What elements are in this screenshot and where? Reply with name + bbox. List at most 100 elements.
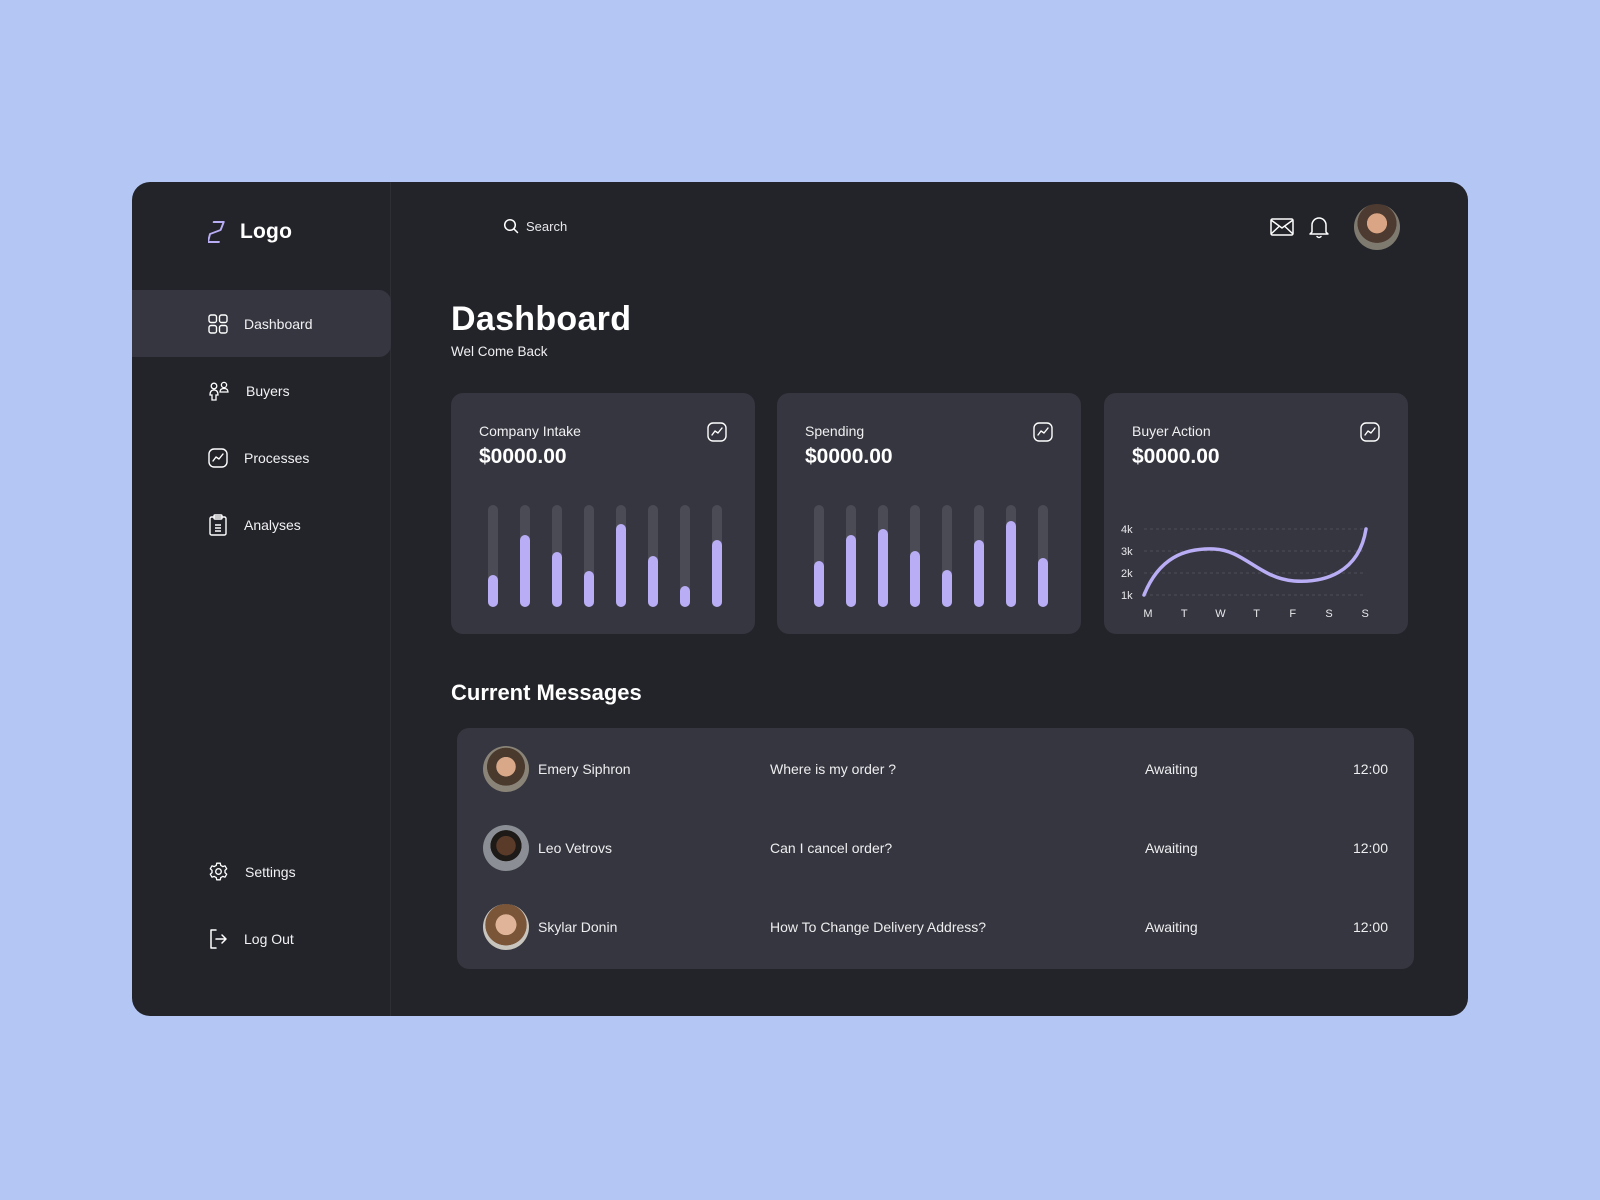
bar-track: [712, 505, 722, 607]
card-value: $0000.00: [1132, 445, 1220, 468]
avatar: [483, 904, 529, 950]
card-value: $0000.00: [479, 445, 567, 468]
sidebar-item-label: Processes: [244, 449, 310, 466]
card-title: Spending: [805, 423, 865, 439]
sidebar-item-label: Analyses: [244, 516, 301, 533]
gear-icon: [209, 862, 228, 881]
logout-icon: [210, 928, 227, 949]
bar-value: [1006, 521, 1016, 607]
card-value: $0000.00: [805, 445, 893, 468]
svg-text:4k: 4k: [1121, 524, 1133, 536]
avatar: [483, 825, 529, 871]
bar-track: [814, 505, 824, 607]
svg-text:F: F: [1289, 608, 1296, 620]
svg-text:1k: 1k: [1121, 590, 1133, 602]
sidebar-item-label: Dashboard: [244, 315, 313, 332]
bar-track: [942, 505, 952, 607]
status-badge: Awaiting: [1145, 840, 1198, 856]
bar-track: [1038, 505, 1048, 607]
card-title: Buyer Action: [1132, 423, 1211, 439]
bar-track: [1006, 505, 1016, 607]
svg-text:S: S: [1325, 608, 1332, 620]
card-spending: Spending $0000.00: [777, 393, 1081, 634]
bar-value: [878, 529, 888, 607]
timestamp: 12:00: [1352, 840, 1388, 856]
logo[interactable]: Logo: [208, 220, 292, 244]
bar-track: [974, 505, 984, 607]
page-subtitle: Wel Come Back: [451, 344, 548, 359]
main-content: Search Dashboard Wel Come Back Company I…: [392, 182, 1468, 1016]
trend-chart-icon[interactable]: [707, 422, 727, 442]
sidebar-item-analyses[interactable]: Analyses: [132, 491, 391, 558]
sidebar-item-label: Settings: [245, 863, 296, 880]
bar-value: [846, 535, 856, 607]
bar-track: [648, 505, 658, 607]
bar-value: [648, 556, 658, 607]
svg-text:3k: 3k: [1121, 546, 1133, 558]
logo-icon: [208, 221, 225, 243]
svg-text:S: S: [1362, 608, 1369, 620]
svg-text:M: M: [1143, 608, 1152, 620]
user-avatar[interactable]: [1354, 204, 1400, 250]
logo-text: Logo: [240, 220, 293, 243]
sidebar-item-dashboard[interactable]: Dashboard: [132, 290, 391, 357]
users-icon: [209, 381, 229, 401]
clipboard-icon: [209, 513, 227, 536]
sidebar-item-label: Log Out: [244, 930, 294, 947]
bar-value: [680, 586, 690, 607]
bar-value: [910, 551, 920, 607]
bar-track: [488, 505, 498, 607]
bell-icon[interactable]: [1308, 215, 1330, 239]
status-badge: Awaiting: [1145, 919, 1198, 935]
messages-list: Emery Siphron Where is my order ? Awaiti…: [457, 728, 1414, 969]
bar-value: [712, 540, 722, 607]
bar-track: [910, 505, 920, 607]
card-company-intake: Company Intake $0000.00: [451, 393, 755, 634]
message-row[interactable]: Emery Siphron Where is my order ? Awaiti…: [457, 745, 1414, 793]
page-title: Dashboard: [451, 300, 632, 338]
bar-value: [1038, 558, 1048, 607]
sidebar-item-buyers[interactable]: Buyers: [132, 357, 391, 424]
bar-track: [878, 505, 888, 607]
mail-icon[interactable]: [1270, 218, 1294, 236]
bar-value: [552, 552, 562, 607]
trend-chart-icon[interactable]: [1033, 422, 1053, 442]
sidebar-item-settings[interactable]: Settings: [132, 838, 391, 905]
bar-value: [942, 570, 952, 607]
line-chart: 1k 2k 3k 4k M T W T F S S: [1121, 524, 1369, 620]
trend-chart-icon: [208, 447, 228, 468]
bar-value: [616, 524, 626, 607]
bar-chart: [488, 505, 722, 607]
header-actions: [1270, 204, 1400, 250]
search-input[interactable]: Search: [503, 218, 567, 234]
sender-name: Emery Siphron: [538, 761, 631, 777]
bar-value: [488, 575, 498, 607]
search-placeholder: Search: [526, 218, 568, 234]
message-row[interactable]: Leo Vetrovs Can I cancel order? Awaiting…: [457, 824, 1414, 872]
card-title: Company Intake: [479, 423, 581, 439]
svg-text:W: W: [1215, 608, 1226, 620]
message-text: Where is my order ?: [770, 761, 897, 777]
sidebar-item-processes[interactable]: Processes: [132, 424, 391, 491]
search-icon: [503, 218, 519, 234]
avatar: [483, 746, 529, 792]
message-row[interactable]: Skylar Donin How To Change Delivery Addr…: [457, 903, 1414, 951]
svg-text:T: T: [1181, 608, 1188, 620]
message-text: How To Change Delivery Address?: [770, 919, 987, 935]
app-window: Logo Dashboard Buyers Processes: [132, 182, 1468, 1016]
svg-text:T: T: [1253, 608, 1260, 620]
sidebar-item-label: Buyers: [246, 382, 290, 399]
timestamp: 12:00: [1352, 919, 1388, 935]
bar-chart: [814, 505, 1048, 607]
sender-name: Leo Vetrovs: [538, 840, 612, 856]
message-text: Can I cancel order?: [770, 840, 893, 856]
bar-track: [552, 505, 562, 607]
timestamp: 12:00: [1352, 761, 1388, 777]
bar-track: [680, 505, 690, 607]
sender-name: Skylar Donin: [538, 919, 618, 935]
section-title-messages: Current Messages: [451, 680, 642, 705]
bar-track: [584, 505, 594, 607]
grid-icon: [208, 313, 228, 334]
sidebar-item-logout[interactable]: Log Out: [132, 905, 391, 972]
trend-chart-icon[interactable]: [1360, 422, 1380, 442]
